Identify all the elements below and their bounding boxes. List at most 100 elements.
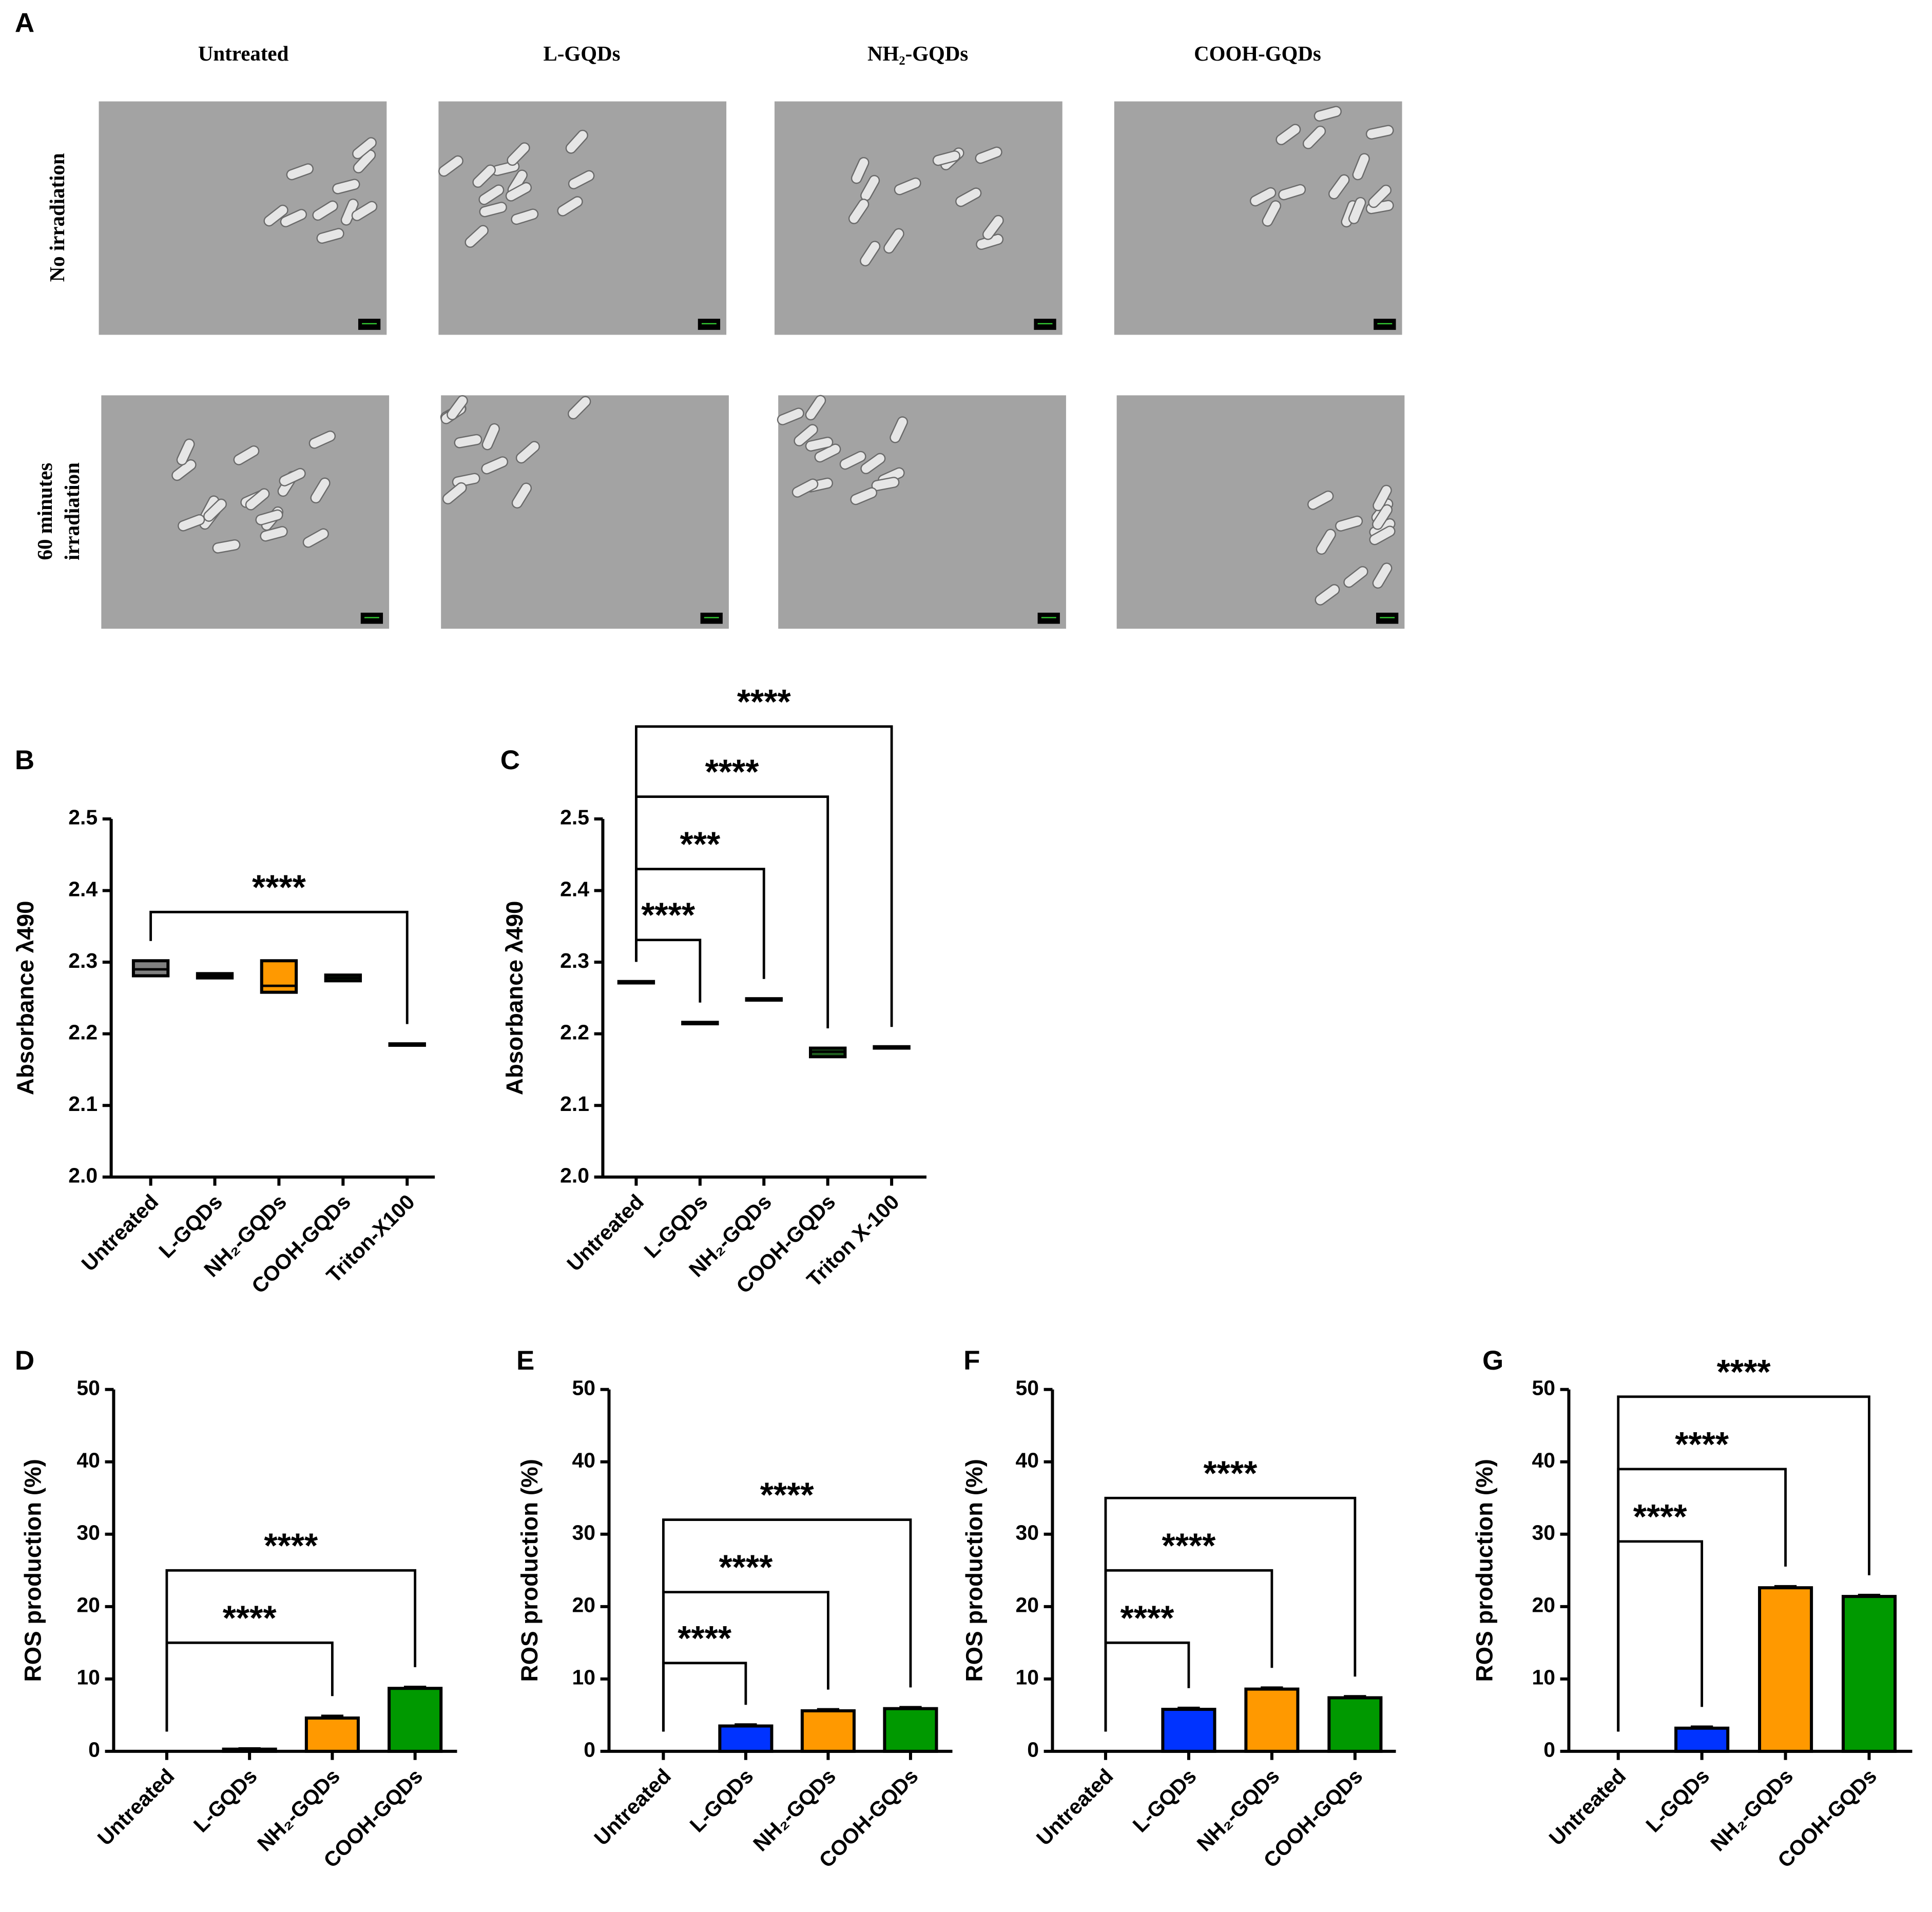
y-tick-label: 10: [572, 1666, 595, 1689]
bacterium: [1373, 484, 1392, 512]
box: [260, 959, 298, 994]
y-tick-label: 0: [584, 1738, 595, 1762]
bacterium: [308, 431, 336, 449]
y-tick-label: 30: [76, 1521, 100, 1545]
panel-label: D: [15, 1345, 34, 1376]
y-tick-label: 50: [1532, 1376, 1555, 1400]
bacterium: [505, 182, 532, 202]
y-axis-label: ROS production (%): [20, 1459, 46, 1682]
bacterium: [814, 443, 841, 463]
y-tick-label: 30: [572, 1521, 595, 1545]
bacterium: [479, 202, 507, 218]
bacterium: [975, 146, 1002, 164]
x-tick-label: NH₂-GQDs: [253, 1764, 344, 1856]
micrograph: [441, 395, 729, 629]
significance-label: ****: [1717, 1353, 1771, 1391]
bacterium: [233, 445, 260, 465]
bacterium: [568, 170, 595, 189]
y-tick-label: 0: [88, 1738, 100, 1762]
bacterium: [260, 526, 288, 542]
bacterium: [777, 407, 804, 425]
error-bar: [1690, 1725, 1713, 1728]
y-tick-label: 40: [572, 1449, 595, 1472]
bacterium: [794, 424, 818, 446]
y-tick-label: 2.1: [560, 1092, 589, 1116]
significance-label: ****: [1633, 1497, 1688, 1536]
y-axis-label: Absorbance λ490: [501, 901, 528, 1096]
bacterium: [883, 228, 904, 254]
x-tick-label: Untreated: [1032, 1764, 1118, 1850]
bacterium: [478, 184, 505, 205]
bar: [1244, 1687, 1300, 1753]
bacterium: [1368, 184, 1392, 208]
y-tick-label: 10: [1015, 1666, 1039, 1689]
bacterium: [316, 228, 344, 244]
column-label: Untreated: [198, 42, 289, 65]
y-tick-label: 50: [1015, 1376, 1039, 1400]
panel-label: F: [963, 1345, 980, 1376]
y-tick-label: 0: [1027, 1738, 1039, 1762]
bacterium: [310, 477, 331, 504]
bar: [1674, 1726, 1730, 1753]
bacterium: [1328, 174, 1350, 200]
bar: [1327, 1696, 1383, 1753]
y-tick-label: 2.0: [68, 1164, 98, 1187]
bacterium: [850, 487, 878, 505]
bacterium: [1352, 153, 1370, 181]
bacterium: [1249, 187, 1277, 207]
significance-label: ****: [1162, 1527, 1216, 1565]
bacterium: [171, 459, 197, 481]
bar: [800, 1709, 856, 1753]
bacterium: [511, 482, 532, 509]
bacterium: [1316, 529, 1336, 555]
bacterium: [280, 209, 307, 227]
bacterium: [351, 201, 378, 221]
row-label: No irradiation: [46, 153, 69, 282]
y-tick-label: 20: [572, 1593, 595, 1617]
y-tick-label: 40: [76, 1449, 100, 1472]
significance-label: ***: [680, 825, 721, 864]
bar: [1161, 1708, 1216, 1753]
bacterium: [332, 179, 360, 194]
significance-bracket: [1617, 1395, 1870, 1732]
x-tick-label: L-GQDs: [685, 1764, 758, 1837]
y-tick-label: 2.0: [560, 1164, 589, 1187]
bacterium: [871, 477, 900, 492]
y-tick-label: 50: [572, 1376, 595, 1400]
panel-label: E: [516, 1345, 534, 1376]
scale-bar: [1034, 319, 1056, 330]
error-bar: [403, 1685, 427, 1689]
bacterium: [805, 436, 834, 452]
row-label: irradiation: [61, 462, 84, 560]
y-tick-label: 30: [1532, 1521, 1555, 1545]
significance-label: ****: [252, 868, 306, 907]
bacterium: [1365, 125, 1394, 140]
significance-label: ****: [641, 896, 695, 934]
bar: [1841, 1595, 1897, 1753]
bacterium: [1315, 584, 1340, 606]
x-tick-label: Untreated: [1544, 1764, 1631, 1850]
bacterium: [203, 498, 227, 522]
y-axis-label: ROS production (%): [516, 1459, 543, 1682]
bacterium: [1307, 491, 1334, 510]
significance-label: ****: [705, 753, 760, 791]
y-tick-label: 2.2: [68, 1020, 98, 1044]
significance-label: ****: [719, 1548, 773, 1587]
bacterium: [567, 396, 591, 420]
bacterium: [791, 478, 819, 498]
significance-label: ****: [1675, 1425, 1729, 1464]
y-tick-label: 10: [1532, 1666, 1555, 1689]
column-label: L-GQDs: [544, 42, 621, 65]
panel-label: B: [15, 745, 34, 775]
y-tick-label: 40: [1015, 1449, 1039, 1472]
y-tick-label: 40: [1532, 1449, 1555, 1472]
bar: [388, 1687, 443, 1753]
bacterium: [472, 164, 496, 188]
bacterium: [1262, 200, 1282, 227]
significance-bracket: [635, 725, 893, 1027]
y-axis-label: ROS production (%): [1471, 1459, 1497, 1682]
bacterium: [245, 488, 270, 511]
y-tick-label: 0: [1543, 1738, 1555, 1762]
